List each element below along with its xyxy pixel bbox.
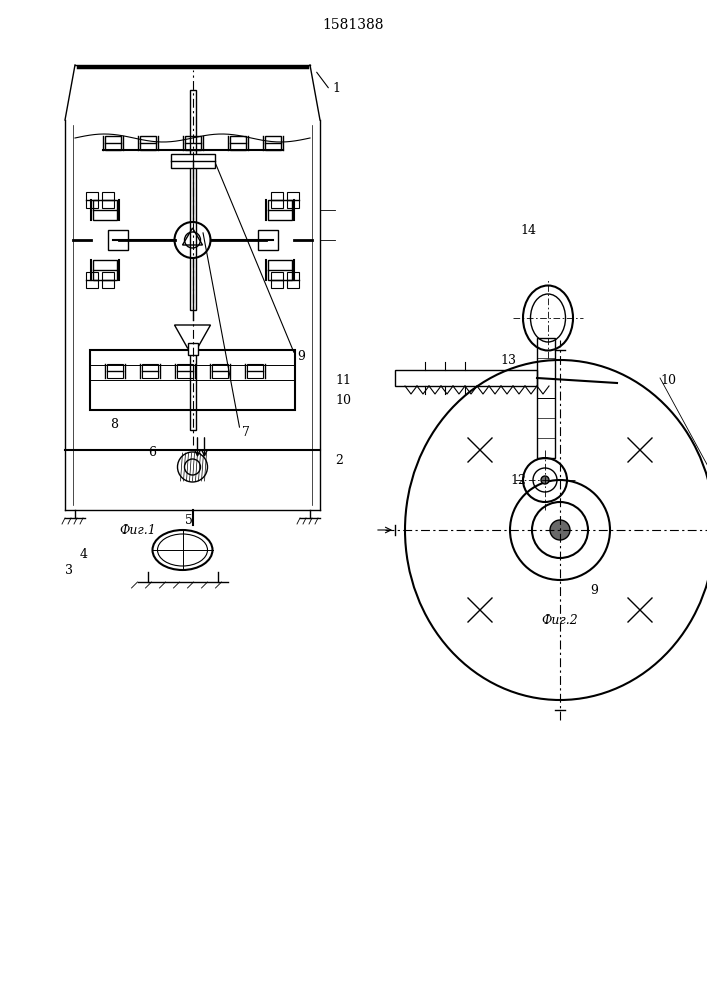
Text: 7: 7 bbox=[242, 426, 250, 438]
Bar bbox=[93, 260, 117, 280]
Text: Фиг.2: Фиг.2 bbox=[542, 613, 578, 626]
Text: 3: 3 bbox=[65, 564, 73, 576]
Bar bbox=[107, 364, 123, 378]
Bar bbox=[185, 136, 201, 150]
Text: 9: 9 bbox=[297, 351, 305, 363]
Bar bbox=[86, 192, 98, 208]
Text: 1581388: 1581388 bbox=[322, 18, 384, 32]
Text: 10: 10 bbox=[335, 393, 351, 406]
Bar bbox=[271, 192, 283, 208]
Bar bbox=[170, 154, 214, 168]
Bar bbox=[93, 200, 117, 220]
Bar bbox=[268, 200, 292, 220]
Text: 1: 1 bbox=[332, 82, 340, 95]
Text: 8: 8 bbox=[110, 418, 118, 432]
Bar bbox=[257, 230, 278, 250]
Text: Фиг.1: Фиг.1 bbox=[119, 524, 156, 536]
Bar bbox=[102, 272, 114, 288]
Text: 13: 13 bbox=[500, 354, 516, 366]
Bar bbox=[268, 260, 292, 280]
Bar bbox=[187, 343, 197, 355]
Bar bbox=[537, 338, 555, 458]
Bar bbox=[90, 350, 295, 410]
Circle shape bbox=[550, 520, 570, 540]
Bar bbox=[271, 272, 283, 288]
Text: 14: 14 bbox=[520, 224, 536, 236]
Text: 11: 11 bbox=[335, 373, 351, 386]
Circle shape bbox=[541, 476, 549, 484]
Polygon shape bbox=[175, 325, 211, 348]
Bar bbox=[102, 192, 114, 208]
Bar bbox=[247, 364, 263, 378]
Bar bbox=[86, 272, 98, 288]
Bar bbox=[177, 364, 193, 378]
Text: 9: 9 bbox=[590, 584, 598, 596]
Bar bbox=[230, 136, 245, 150]
Bar bbox=[264, 136, 281, 150]
Text: 5: 5 bbox=[185, 514, 193, 526]
Bar bbox=[212, 364, 228, 378]
Bar bbox=[107, 230, 127, 250]
Bar bbox=[287, 192, 299, 208]
Text: 2: 2 bbox=[335, 454, 343, 466]
Bar bbox=[189, 350, 196, 430]
Bar bbox=[142, 364, 158, 378]
Text: 6: 6 bbox=[148, 446, 156, 458]
Bar bbox=[105, 136, 120, 150]
Bar bbox=[395, 370, 537, 386]
Bar bbox=[189, 90, 196, 310]
Text: 4: 4 bbox=[80, 548, 88, 562]
Text: 12: 12 bbox=[510, 474, 526, 487]
Bar bbox=[139, 136, 156, 150]
Bar bbox=[287, 272, 299, 288]
Text: 10: 10 bbox=[660, 373, 676, 386]
